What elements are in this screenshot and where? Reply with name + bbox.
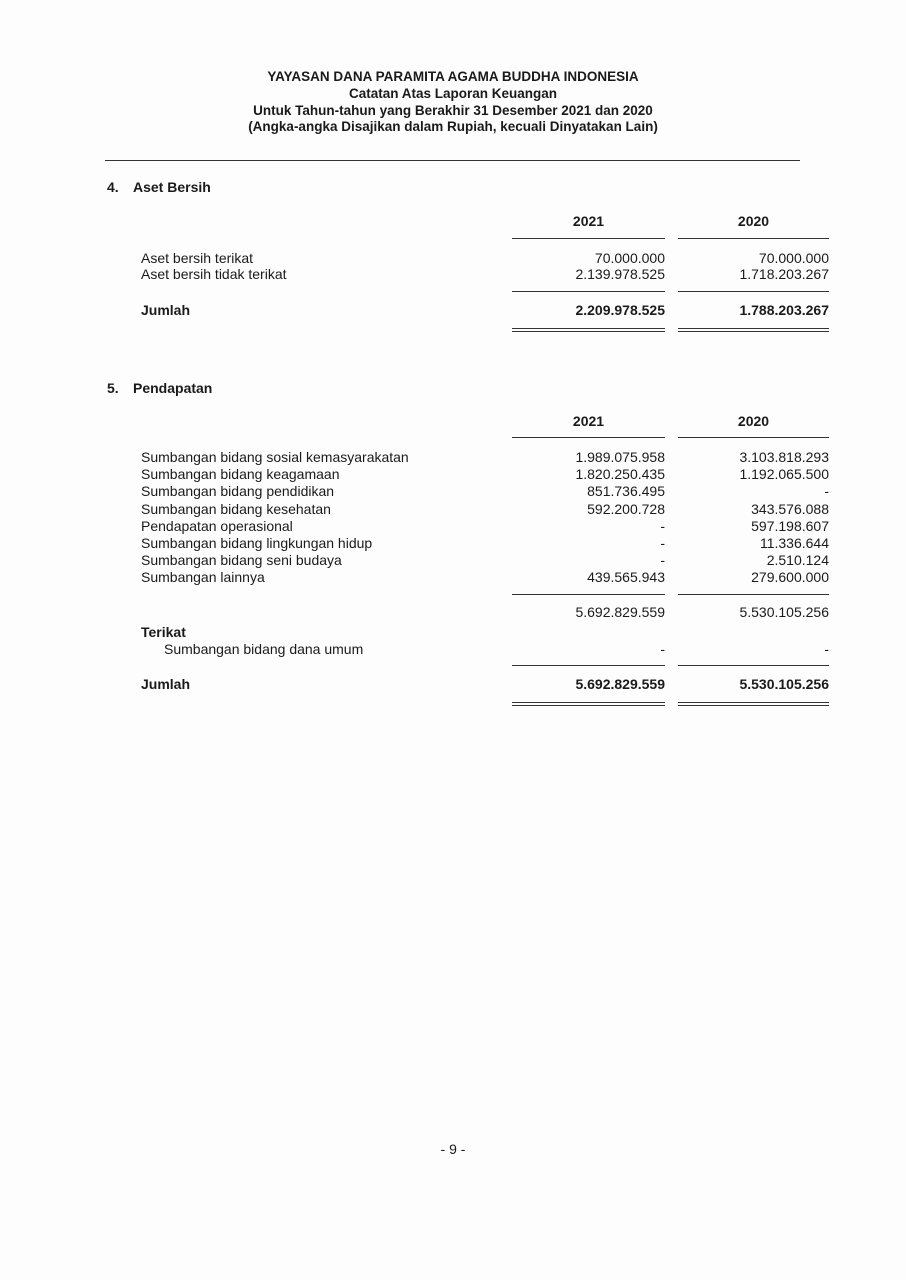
total-label: Jumlah xyxy=(141,302,191,318)
rule xyxy=(678,594,829,595)
value-2021: 592.200.728 xyxy=(587,500,665,517)
row-label: Sumbangan bidang seni budaya xyxy=(141,552,342,569)
section4-year-2021: 2021 xyxy=(572,213,605,229)
total-label: Jumlah xyxy=(141,676,191,692)
value-2020: - xyxy=(824,641,829,657)
double-rule xyxy=(512,705,665,706)
value-2021: 1.820.250.435 xyxy=(575,466,665,483)
double-rule xyxy=(512,328,665,329)
rule xyxy=(512,291,665,292)
report-subtitle: Catatan Atas Laporan Keuangan xyxy=(348,86,558,101)
section4-year-2020: 2020 xyxy=(737,213,770,229)
row-label: Aset bersih tidak terikat xyxy=(141,266,287,282)
row-label: Sumbangan bidang kesehatan xyxy=(141,500,331,517)
row-label: Sumbangan bidang lingkungan hidup xyxy=(141,535,373,551)
rule xyxy=(678,291,829,292)
rule xyxy=(512,238,665,239)
double-rule xyxy=(512,702,665,703)
page-number: - 9 - xyxy=(440,1141,466,1157)
total-2021: 5.692.829.559 xyxy=(575,676,665,692)
rule xyxy=(678,238,829,239)
double-rule xyxy=(678,328,829,329)
value-2021: - xyxy=(660,535,665,551)
value-2020: 70.000.000 xyxy=(758,250,829,266)
row-label: Sumbangan lainnya xyxy=(141,569,265,586)
row-label: Sumbangan bidang keagamaan xyxy=(141,466,340,483)
section5-year-2020: 2020 xyxy=(737,413,770,429)
value-2020: 1.718.203.267 xyxy=(739,266,829,282)
subtotal-2020: 5.530.105.256 xyxy=(739,604,829,620)
double-rule xyxy=(678,331,829,332)
value-2020: 3.103.818.293 xyxy=(739,449,829,465)
subtotal-2021: 5.692.829.559 xyxy=(575,604,665,620)
rule xyxy=(512,437,665,438)
section5-title: Pendapatan xyxy=(133,380,213,396)
rule xyxy=(678,437,829,438)
value-2021: 439.565.943 xyxy=(587,569,665,586)
row-label: Aset bersih terikat xyxy=(141,250,254,266)
double-rule xyxy=(678,705,829,706)
restricted-heading: Terikat xyxy=(141,624,186,640)
row-label: Sumbangan bidang sosial kemasyarakatan xyxy=(141,449,409,465)
rule xyxy=(512,665,665,666)
section5-year-2021: 2021 xyxy=(572,413,605,429)
section4-number: 4. xyxy=(107,179,119,195)
value-2020: 11.336.644 xyxy=(759,535,829,551)
org-name: YAYASAN DANA PARAMITA AGAMA BUDDHA INDON… xyxy=(267,69,639,84)
double-rule xyxy=(678,702,829,703)
value-2020: 1.192.065.500 xyxy=(739,466,829,483)
rule xyxy=(512,594,665,595)
header-rule xyxy=(105,160,800,161)
row-label: Sumbangan bidang pendidikan xyxy=(141,483,335,500)
currency-note: (Angka-angka Disajikan dalam Rupiah, kec… xyxy=(248,119,658,134)
value-2021: - xyxy=(660,552,665,569)
value-2020: 597.198.607 xyxy=(751,517,829,534)
double-rule xyxy=(512,331,665,332)
value-2021: 70.000.000 xyxy=(594,250,665,266)
section4-title: Aset Bersih xyxy=(133,179,211,195)
total-2020: 1.788.203.267 xyxy=(739,302,829,318)
value-2021: - xyxy=(660,641,665,657)
row-label: Pendapatan operasional xyxy=(141,517,293,534)
value-2020: - xyxy=(824,483,829,500)
value-2021: 2.139.978.525 xyxy=(575,266,665,282)
rule xyxy=(678,665,829,666)
value-2020: 279.600.000 xyxy=(751,569,829,586)
total-2020: 5.530.105.256 xyxy=(739,676,829,692)
section5-number: 5. xyxy=(107,380,119,396)
total-2021: 2.209.978.525 xyxy=(575,302,665,318)
value-2021: - xyxy=(660,517,665,534)
value-2021: 851.736.495 xyxy=(587,483,665,500)
value-2020: 343.576.088 xyxy=(751,500,829,517)
row-label: Sumbangan bidang dana umum xyxy=(164,641,364,657)
report-period: Untuk Tahun-tahun yang Berakhir 31 Desem… xyxy=(253,103,653,118)
value-2020: 2.510.124 xyxy=(766,552,829,569)
value-2021: 1.989.075.958 xyxy=(575,449,665,465)
